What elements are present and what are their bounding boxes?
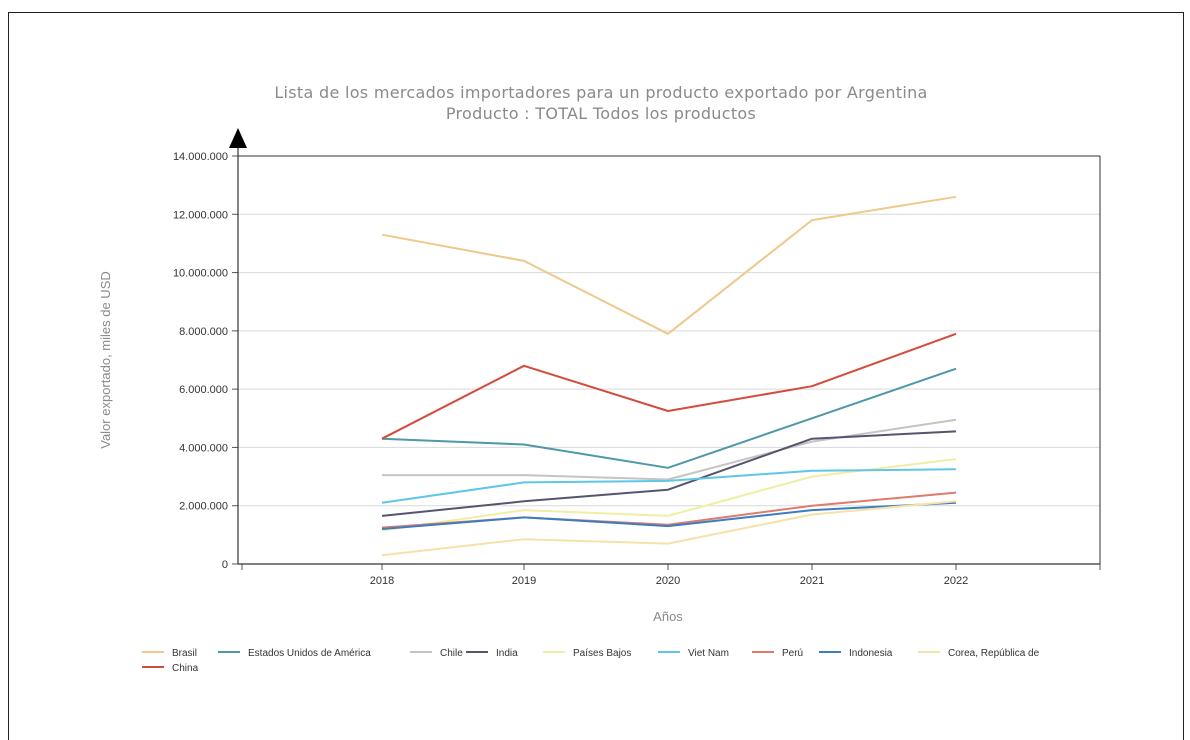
series-line-3 [382,418,957,481]
y-tick-label: 8.000.000 [179,326,228,338]
legend-label: China [172,663,199,674]
series-line-9 [381,500,957,557]
legend-label: Estados Unidos de América [248,648,371,659]
y-tick-labels: 0 2.000.000 4.000.000 6.000.000 8.000.000 10.… [173,151,228,571]
y-tick-label: 14.000.000 [173,151,228,163]
y-axis-title: Valor exportado, miles de USD [98,271,113,449]
y-tick-label: 2.000.000 [179,501,228,513]
y-tick-label: 0 [222,559,228,571]
x-axis-title: Años [653,609,683,624]
x-tick-labels: 2018 2019 2020 2021 2022 [370,575,968,587]
x-tick-label: 2019 [512,575,536,587]
series-line-1 [381,195,957,335]
y-tick-label: 10.000.000 [173,268,228,280]
chart-frame [8,12,1184,740]
chart-title: Lista de los mercados importadores para … [0,82,1190,124]
x-tick-label: 2021 [800,575,824,587]
series-line-10 [381,332,957,440]
legend-label: Indonesia [849,648,893,659]
chart-title-line-2: Producto : TOTAL Todos los productos [445,104,757,123]
y-axis-arrow [229,128,247,148]
x-tick-label: 2018 [370,575,394,587]
chart-title-line-1: Lista de los mercados importadores para … [274,83,928,102]
legend: Brasil Estados Unidos de América Chile Indi… [142,648,1040,674]
x-tick-label: 2020 [656,575,680,587]
series-line-8 [381,501,957,530]
legend-label: Chile [440,648,463,659]
series-line-4 [381,430,957,517]
x-tick-label: 2022 [944,575,968,587]
series-line-2 [381,367,957,469]
y-tick-label: 6.000.000 [179,384,228,396]
legend-label: India [496,648,518,659]
series-lines [381,195,957,557]
legend-label: Brasil [172,648,197,659]
legend-label: Viet Nam [688,648,729,659]
legend-label: Corea, República de [948,648,1040,659]
legend-label: Países Bajos [573,648,631,659]
grid-lines [238,213,1100,507]
series-line-6 [381,468,957,504]
legend-label: Perú [782,648,803,659]
y-tick-label: 4.000.000 [179,442,228,454]
y-tick-label: 12.000.000 [173,209,228,221]
axes [229,128,1101,570]
